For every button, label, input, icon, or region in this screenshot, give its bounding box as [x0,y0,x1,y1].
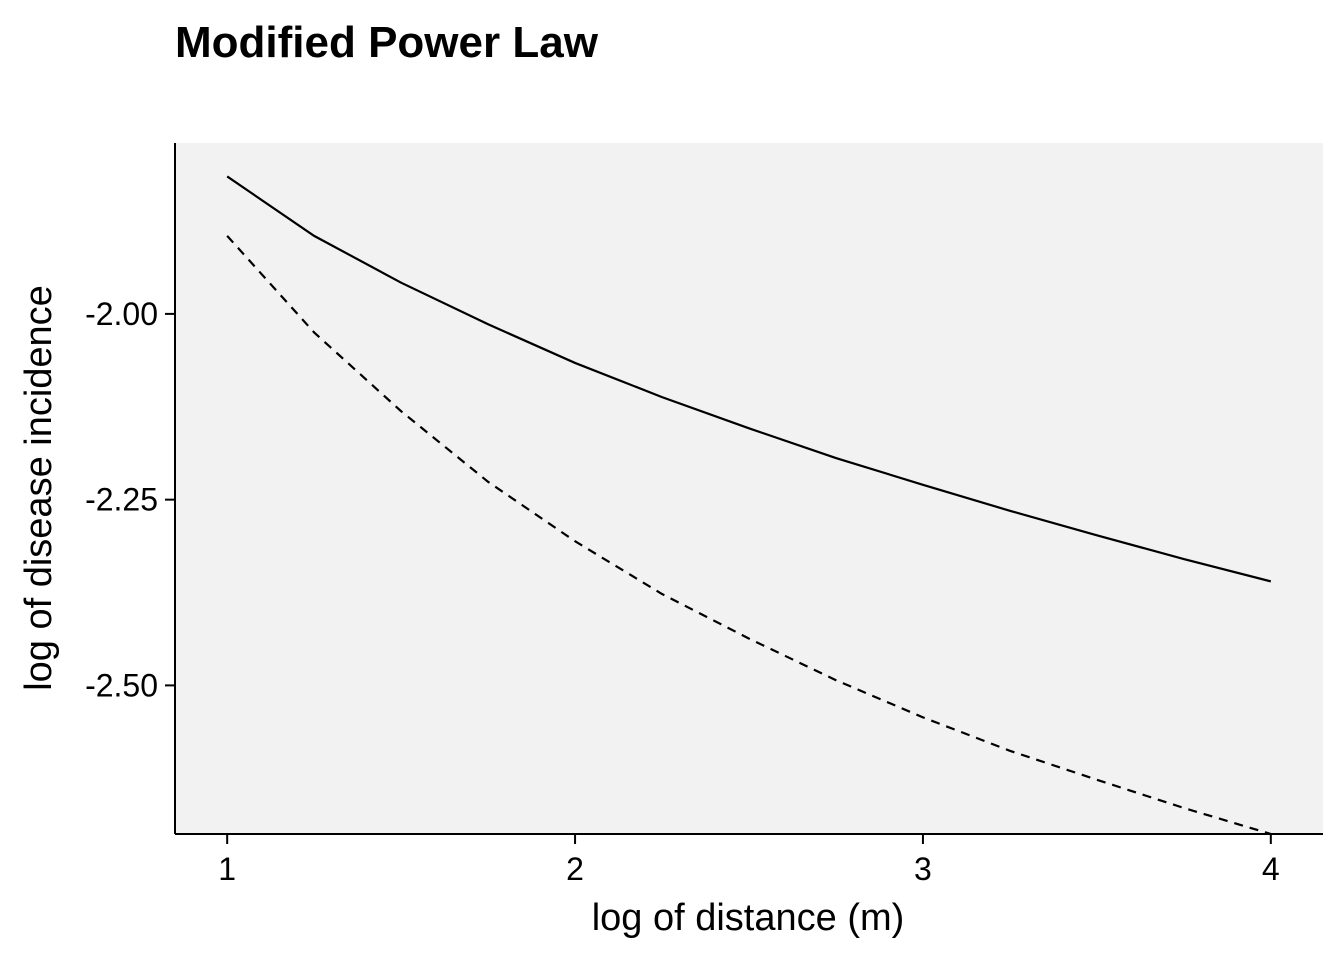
x-tick-label: 1 [218,851,236,887]
x-ticks: 1 2 3 4 [218,834,1280,887]
y-axis-label: log of disease incidence [18,285,60,691]
y-ticks: -2.00 -2.25 -2.50 [85,296,175,703]
series-layer [226,175,1272,836]
y-tick-label: -2.50 [85,667,158,703]
y-tick-label: -2.00 [85,296,158,332]
y-tick-label: -2.25 [85,482,158,518]
x-tick-label: 3 [914,851,932,887]
x-tick-label: 4 [1262,851,1280,887]
series-line-dashed [226,235,1272,836]
plot-panel [175,143,1323,834]
series-line-solid [226,175,1272,583]
x-axis-label: log of distance (m) [592,897,905,939]
chart-title: Modified Power Law [175,18,599,67]
x-tick-label: 2 [566,851,584,887]
